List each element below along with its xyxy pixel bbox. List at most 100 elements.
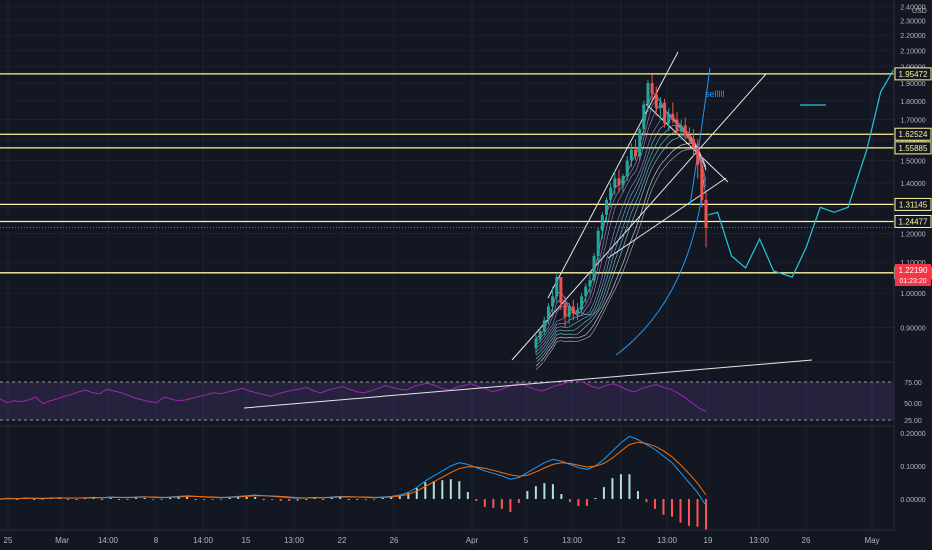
macd-hist-bar xyxy=(271,499,274,500)
macd-hist-bar xyxy=(441,480,444,499)
macd-hist-bar xyxy=(169,498,172,499)
time-tick-label: 14:00 xyxy=(98,536,119,545)
macd-hist-bar xyxy=(101,499,104,500)
macd-tick-label: 0.00000 xyxy=(900,497,925,504)
candle-body xyxy=(667,113,671,124)
candle-body xyxy=(600,214,604,231)
rsi-tick-labels: 75.00 50.00 25.00 xyxy=(904,380,922,425)
macd-hist-bar xyxy=(135,498,138,499)
macd-hist-bar xyxy=(696,499,699,527)
candle-body xyxy=(663,102,667,124)
macd-hist-bar xyxy=(220,499,223,500)
price-tick-label: 1.50000 xyxy=(900,158,925,165)
horizontal-levels xyxy=(0,73,894,274)
macd-hist-bar xyxy=(534,486,537,499)
candle-body xyxy=(638,129,642,157)
price-axis[interactable]: USD 2.400002.300002.200002.100002.000001… xyxy=(893,0,932,530)
macd-hist-bar xyxy=(551,484,554,499)
price-tick-label: 2.20000 xyxy=(900,33,925,40)
macd-hist-bar xyxy=(483,499,486,507)
macd-hist-bar xyxy=(577,499,580,506)
macd-hist-bar xyxy=(466,492,469,499)
macd-hist-bar xyxy=(364,499,367,500)
macd-hist-bar xyxy=(330,498,333,499)
macd-hist-bar xyxy=(245,497,248,499)
macd-signal-line xyxy=(0,441,707,500)
candle-body xyxy=(696,147,700,165)
current-price-label: 1.22190 xyxy=(899,266,928,275)
time-tick-label: 8 xyxy=(154,536,159,545)
level-tag-label: 1.62524 xyxy=(899,130,928,139)
time-axis[interactable]: 25 Mar 14:00 8 14:00 15 13:00 22 26 Apr 5 13:00 12 13… xyxy=(0,529,932,550)
candle-body xyxy=(575,309,579,314)
ma-line xyxy=(535,148,707,370)
candle-body xyxy=(613,178,617,188)
level-tag-box xyxy=(894,141,932,155)
macd-hist-bar xyxy=(279,499,282,501)
price-tick-label: 1.60000 xyxy=(900,137,925,144)
macd-hist-bar xyxy=(653,499,656,509)
channel-upper-line xyxy=(547,51,679,299)
macd-hist-bar xyxy=(118,499,121,500)
candle-body xyxy=(551,296,555,307)
level-tag-box xyxy=(894,214,932,228)
time-tick-label: May xyxy=(864,536,879,545)
forecast-path xyxy=(708,67,896,278)
time-tick-label: 13:00 xyxy=(657,536,678,545)
macd-hist-bar xyxy=(58,498,61,499)
rsi-tick-label: 25.00 xyxy=(904,418,922,425)
macd-hist-bar xyxy=(636,491,639,499)
price-tick-label: 2.30000 xyxy=(900,19,925,26)
candle-body xyxy=(675,119,679,132)
candle-body xyxy=(563,303,567,317)
price-tick-label: 1.10000 xyxy=(900,260,925,267)
macd-hist-bar xyxy=(305,499,308,500)
macd-hist-bar xyxy=(339,497,342,499)
level-tag-label: 1.31145 xyxy=(899,200,928,209)
macd-hist-bar xyxy=(288,499,291,501)
level-tag-label: 1.55885 xyxy=(899,144,928,153)
candle-body xyxy=(650,83,654,94)
currency-label: USD xyxy=(912,8,927,15)
macd-hist-bar xyxy=(568,499,571,502)
candle-body xyxy=(588,280,592,287)
macd-tick-label: 0.20000 xyxy=(900,431,925,438)
candle-body xyxy=(700,164,704,200)
macd-hist-bar xyxy=(500,499,503,509)
candle-body xyxy=(596,230,600,257)
rsi-tick-label: 50.00 xyxy=(904,401,922,408)
time-tick-label: 13:00 xyxy=(749,536,770,545)
time-tick-label: Apr xyxy=(466,536,479,545)
macd-pane[interactable] xyxy=(0,435,707,531)
price-tick-label: 1.40000 xyxy=(900,181,925,188)
macd-hist-bar xyxy=(237,497,240,499)
macd-hist-bar xyxy=(33,499,36,500)
triangle-bottom-line xyxy=(607,177,727,259)
level-tag-box xyxy=(894,127,932,141)
candle-body xyxy=(625,160,629,177)
price-pane[interactable]: selllll xyxy=(0,51,896,370)
macd-hist-bar xyxy=(619,474,622,499)
macd-hist-bar xyxy=(92,498,95,499)
candle-body xyxy=(646,83,650,105)
macd-hist-bar xyxy=(594,498,597,499)
grid-lines xyxy=(0,0,894,530)
macd-hist-bar xyxy=(373,499,376,500)
parabolic-curve-upper xyxy=(689,67,711,206)
candle-body xyxy=(671,113,675,120)
macd-hist-bar xyxy=(16,499,19,500)
rsi-pane[interactable] xyxy=(0,359,894,421)
price-tick-label: 1.00000 xyxy=(900,291,925,298)
price-tick-label: 2.10000 xyxy=(900,48,925,55)
macd-hist-bar xyxy=(432,481,435,499)
macd-hist-bar xyxy=(662,499,665,515)
level-tag-label: 1.24477 xyxy=(899,217,928,226)
macd-hist-bar xyxy=(543,483,546,499)
macd-hist-bar xyxy=(628,474,631,499)
candle-body xyxy=(642,104,646,130)
macd-hist-bar xyxy=(517,499,520,503)
macd-hist-bar xyxy=(475,499,478,501)
price-tick-label: 1.80000 xyxy=(900,99,925,106)
candle-body xyxy=(604,199,608,215)
